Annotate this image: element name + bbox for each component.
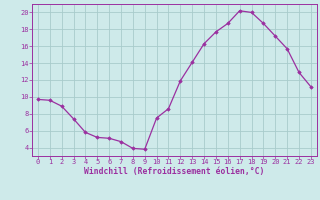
X-axis label: Windchill (Refroidissement éolien,°C): Windchill (Refroidissement éolien,°C) xyxy=(84,167,265,176)
